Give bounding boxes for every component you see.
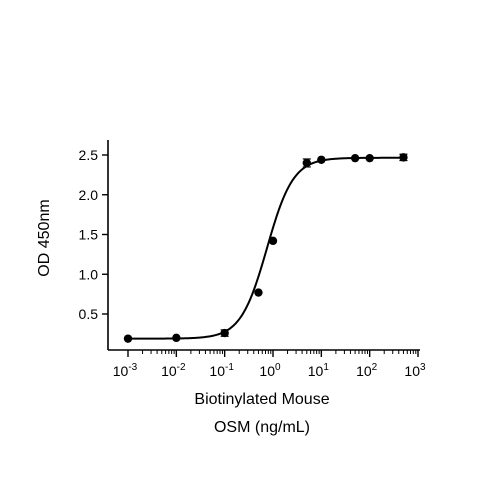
x-tick-label: 102 (356, 362, 378, 379)
x-tick-label-exponent: 3 (420, 362, 426, 373)
data-point (399, 153, 408, 162)
x-tick-label-exponent: -3 (128, 362, 137, 373)
data-point (350, 153, 360, 163)
x-tick-label-base: 10 (259, 363, 275, 379)
data-point (365, 153, 374, 163)
data-point (123, 334, 133, 343)
x-tick-label-base: 10 (356, 363, 372, 379)
x-tick-label-exponent: -1 (225, 362, 234, 373)
x-tick-label-base: 10 (209, 363, 225, 379)
x-tick-label: 10-1 (209, 362, 234, 379)
x-ticks: 10-3 10-2 10-1 100 101 102 103 (113, 350, 426, 379)
y-tick-label: 1.0 (79, 266, 99, 282)
x-tick-label-base: 10 (161, 363, 177, 379)
data-point (302, 158, 311, 168)
data-point (254, 288, 263, 297)
data-point (220, 328, 229, 338)
x-tick-label-base: 10 (404, 363, 420, 379)
x-tick-label: 101 (308, 362, 330, 379)
y-tick-label: 2.0 (79, 187, 99, 203)
data-point (172, 333, 181, 343)
x-tick-label-exponent: -2 (177, 362, 186, 373)
fit-curve (128, 156, 404, 340)
x-tick-label: 103 (404, 362, 426, 379)
x-tick-label-exponent: 0 (275, 362, 281, 373)
y-tick-label: 1.5 (79, 227, 99, 243)
x-tick-label-exponent: 2 (372, 362, 378, 373)
x-tick-label-base: 10 (308, 363, 324, 379)
y-ticks: 0.5 1.0 1.5 2.0 2.5 (79, 147, 108, 322)
y-tick-label: 0.5 (79, 306, 99, 322)
y-tick-label: 2.5 (79, 147, 99, 163)
x-tick-label-exponent: 1 (323, 362, 329, 373)
x-axis-title-line-1: Biotinylated Mouse (194, 391, 329, 408)
y-axis-title: OD 450nm (36, 199, 53, 276)
data-points (123, 153, 408, 343)
x-tick-label: 100 (259, 362, 281, 379)
x-axis-title-line-2: OSM (ng/mL) (214, 419, 310, 436)
data-point (268, 236, 278, 246)
x-tick-label-base: 10 (113, 363, 129, 379)
data-point (317, 155, 326, 164)
axes (107, 140, 420, 351)
x-tick-label: 10-3 (113, 362, 138, 379)
x-tick-label: 10-2 (161, 362, 186, 379)
